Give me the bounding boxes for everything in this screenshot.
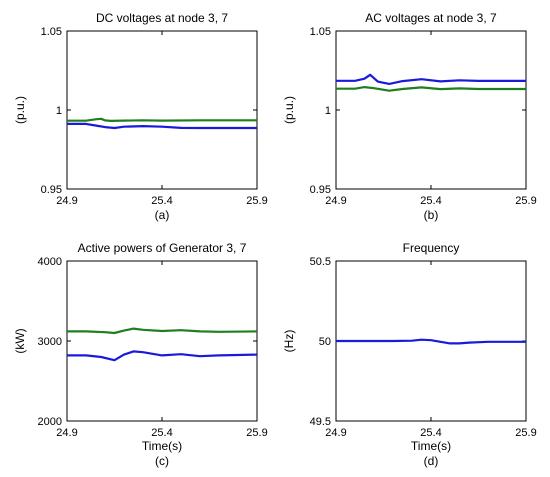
x-axis-label: Time(s) — [142, 439, 182, 453]
x-tick-label: 25.9 — [515, 427, 536, 439]
series-line-green — [67, 117, 257, 123]
x-tick-label: 25.9 — [515, 195, 536, 207]
x-tick-label: 25.4 — [151, 427, 172, 439]
y-tick-label: 50.5 — [310, 256, 331, 268]
plot-frame — [335, 30, 527, 190]
chart-title: DC voltages at node 3, 7 — [96, 11, 228, 25]
panel-a: DC voltages at node 3, 7 24.9 25.4 25.9 0.95… — [13, 11, 268, 222]
y-tick-label: 3000 — [38, 336, 62, 348]
y-axis-label: (p.u.) — [282, 96, 296, 124]
y-tick-label: 1.05 — [310, 26, 331, 38]
y-tick-label: 50 — [319, 336, 331, 348]
x-tick-label: 25.9 — [246, 195, 267, 207]
chart-title: Active powers of Generator 3, 7 — [78, 241, 247, 255]
series-line-blue — [67, 350, 258, 362]
x-tick-label: 25.4 — [420, 427, 441, 439]
series-line-green — [336, 85, 526, 92]
panel-b: AC voltages at node 3, 7 24.9 25.4 25.9 0.95… — [282, 11, 537, 222]
x-axis-label: Time(s) — [411, 439, 451, 453]
chart-title: AC voltages at node 3, 7 — [365, 11, 497, 25]
subfigure-label: (c) — [155, 454, 169, 468]
panel-d: Frequency 24.9 25.4 25.9 49.5 50 50.5 (Hz) Time(… — [282, 241, 537, 468]
subfigure-label: (a) — [155, 208, 170, 222]
series-line-blue — [336, 73, 526, 86]
y-tick-label: 1 — [325, 105, 331, 117]
chart-title: Frequency — [403, 241, 460, 255]
y-axis-label: (p.u.) — [13, 96, 27, 124]
x-tick-label: 25.9 — [246, 427, 267, 439]
plot-frame — [66, 30, 258, 190]
y-tick-label: 1 — [56, 105, 62, 117]
x-tick-label: 24.9 — [325, 195, 346, 207]
x-tick-label: 24.9 — [56, 427, 77, 439]
y-axis-label: (Hz) — [282, 330, 296, 353]
y-tick-label: 1.05 — [41, 26, 62, 38]
x-tick-label: 25.4 — [151, 195, 172, 207]
y-tick-label: 2000 — [38, 416, 62, 428]
y-tick-label: 4000 — [38, 256, 62, 268]
x-tick-label: 24.9 — [56, 195, 77, 207]
y-axis-label: (kW) — [13, 328, 27, 353]
y-tick-label: 0.95 — [310, 184, 331, 196]
x-tick-label: 24.9 — [325, 427, 346, 439]
y-tick-label: 49.5 — [310, 416, 331, 428]
plot-frame — [66, 260, 258, 422]
series-line-blue — [336, 338, 526, 345]
subfigure-label: (b) — [424, 208, 439, 222]
panel-c: Active powers of Generator 3, 7 24.9 25.4 2… — [13, 241, 268, 468]
subfigure-label: (d) — [424, 454, 439, 468]
x-tick-label: 25.4 — [420, 195, 441, 207]
series-line-green — [67, 327, 258, 335]
series-line-blue — [67, 122, 257, 130]
y-tick-label: 0.95 — [41, 184, 62, 196]
